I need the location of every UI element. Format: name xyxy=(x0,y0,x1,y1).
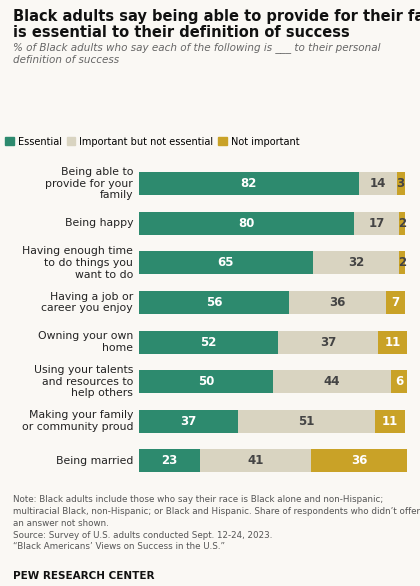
Bar xyxy=(139,410,238,432)
Bar xyxy=(313,251,399,274)
Legend: Essential, Important but not essential, Not important: Essential, Important but not essential, … xyxy=(5,137,299,146)
Text: % of Black adults who say each of the following is ___ to their personal
definit: % of Black adults who say each of the fo… xyxy=(13,42,380,64)
Bar xyxy=(238,410,375,432)
Bar xyxy=(311,449,407,472)
Text: 37: 37 xyxy=(320,336,336,349)
Text: 14: 14 xyxy=(370,178,386,190)
Bar xyxy=(139,212,354,235)
Text: 6: 6 xyxy=(395,375,404,388)
Text: Note: Black adults include those who say their race is Black alone and non-Hispa: Note: Black adults include those who say… xyxy=(13,495,420,551)
Text: Black adults say being able to provide for their family: Black adults say being able to provide f… xyxy=(13,9,420,24)
Bar xyxy=(375,410,405,432)
Text: 7: 7 xyxy=(391,296,399,309)
Text: 36: 36 xyxy=(351,454,367,467)
Text: 23: 23 xyxy=(161,454,178,467)
Bar xyxy=(289,291,386,314)
Text: 3: 3 xyxy=(396,178,405,190)
Text: 51: 51 xyxy=(299,415,315,428)
Text: 52: 52 xyxy=(200,336,217,349)
Text: 80: 80 xyxy=(238,217,254,230)
Bar xyxy=(386,291,405,314)
Text: 36: 36 xyxy=(329,296,346,309)
Bar xyxy=(378,331,407,353)
Text: 41: 41 xyxy=(247,454,264,467)
Bar xyxy=(139,291,289,314)
Bar xyxy=(396,172,405,195)
Bar xyxy=(139,449,200,472)
Bar xyxy=(278,331,378,353)
Text: 17: 17 xyxy=(368,217,385,230)
Bar xyxy=(200,449,311,472)
Text: 37: 37 xyxy=(180,415,197,428)
Bar xyxy=(399,212,405,235)
Text: 2: 2 xyxy=(398,257,406,270)
Bar xyxy=(139,370,273,393)
Bar xyxy=(139,251,313,274)
Text: 11: 11 xyxy=(384,336,401,349)
Text: PEW RESEARCH CENTER: PEW RESEARCH CENTER xyxy=(13,571,154,581)
Text: 11: 11 xyxy=(382,415,398,428)
Text: 56: 56 xyxy=(206,296,222,309)
Text: 50: 50 xyxy=(198,375,214,388)
Text: 2: 2 xyxy=(398,217,406,230)
Bar xyxy=(139,172,359,195)
Bar xyxy=(354,212,399,235)
Text: 44: 44 xyxy=(324,375,340,388)
Text: 32: 32 xyxy=(348,257,365,270)
Bar xyxy=(139,331,278,353)
Text: is essential to their definition of success: is essential to their definition of succ… xyxy=(13,25,349,40)
Text: 82: 82 xyxy=(241,178,257,190)
Text: 65: 65 xyxy=(218,257,234,270)
Bar xyxy=(391,370,407,393)
Bar xyxy=(399,251,405,274)
Bar xyxy=(359,172,396,195)
Bar xyxy=(273,370,391,393)
